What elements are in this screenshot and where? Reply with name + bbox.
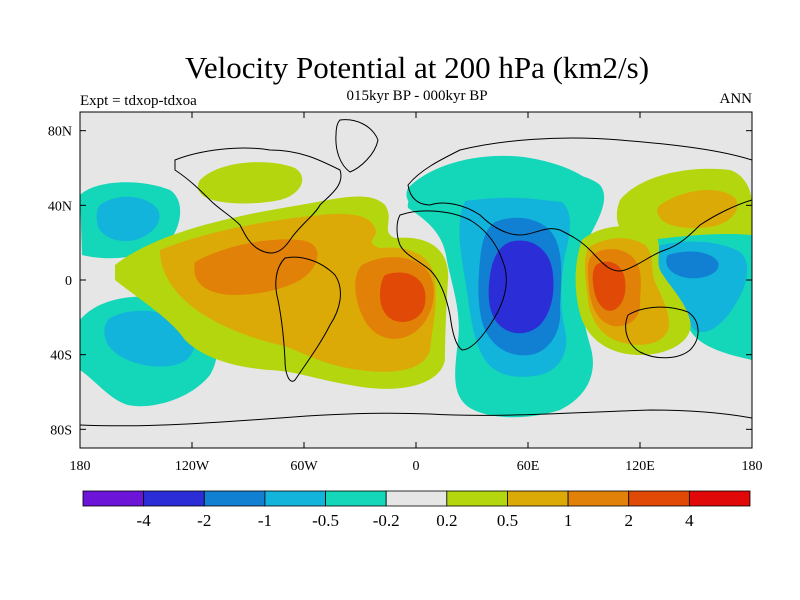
north-pacific-neg-1 xyxy=(96,196,160,241)
west-hemisphere-pos-1 xyxy=(194,239,318,295)
colorbar: -4 -2 -1 -0.5 -0.2 0.2 0.5 1 2 4 xyxy=(82,490,751,530)
antarctica-coast xyxy=(80,409,752,427)
colorbar-box xyxy=(385,490,448,507)
greenland-coast xyxy=(335,119,379,173)
x-tick-label: 120W xyxy=(175,459,210,474)
colorbar-box xyxy=(325,490,387,507)
season-label: ANN xyxy=(719,91,753,107)
indian-ocean-neg-3 xyxy=(488,240,554,334)
south-atlantic-pos-2 xyxy=(380,272,426,322)
x-tick-label: 60W xyxy=(290,459,318,474)
colorbar-box xyxy=(446,490,508,507)
colorbar-label: -0.2 xyxy=(373,511,400,530)
colorbar-box xyxy=(82,490,145,507)
x-tick-label: 120E xyxy=(625,459,655,474)
colorbar-box xyxy=(143,490,205,507)
eurasia-coast xyxy=(407,137,752,272)
west-pacific-neg-2 xyxy=(666,251,719,279)
colorbar-box xyxy=(203,490,266,507)
y-axis: 80N 40N 0 40S 80S xyxy=(48,125,752,438)
colorbar-label: -0.5 xyxy=(312,511,339,530)
colorbar-label: 1 xyxy=(564,511,573,530)
colorbar-box xyxy=(688,490,751,507)
south-america-coast xyxy=(275,256,341,382)
contour-field xyxy=(80,112,752,448)
colorbar-box xyxy=(264,490,326,507)
colorbar-label: 0.2 xyxy=(436,511,457,530)
x-tick-label: 180 xyxy=(742,459,763,474)
colorbar-label: 2 xyxy=(624,511,633,530)
y-tick-label: 0 xyxy=(65,274,72,289)
australia-coast xyxy=(625,306,699,359)
north-africa-neg xyxy=(406,155,600,210)
colorbar-label: -4 xyxy=(137,511,152,530)
colorbar-box xyxy=(507,490,569,507)
coastlines xyxy=(80,119,752,427)
colorbar-box xyxy=(567,490,630,507)
maritime-pos-2 xyxy=(592,261,626,311)
y-tick-label: 80N xyxy=(48,125,72,140)
colorbar-label: -1 xyxy=(258,511,272,530)
colorbar-box xyxy=(628,490,690,507)
map-title: Velocity Potential at 200 hPa (km2/s) xyxy=(184,50,650,85)
colorbar-label: 4 xyxy=(685,511,694,530)
north-america-coast xyxy=(174,147,342,254)
north-america-pos xyxy=(197,162,303,204)
map-subtitle: 015kyr BP - 000kyr BP xyxy=(346,88,488,104)
x-tick-label: 180 xyxy=(70,459,91,474)
y-tick-label: 40S xyxy=(50,349,72,364)
x-tick-label: 60E xyxy=(517,459,540,474)
x-axis: 180 120W 60W 0 60E 120E 180 xyxy=(70,112,763,474)
y-tick-label: 80S xyxy=(50,423,72,438)
east-asia-pos-05 xyxy=(657,189,738,228)
x-tick-label: 0 xyxy=(413,459,420,474)
experiment-label: Expt = tdxop-tdxoa xyxy=(80,93,197,109)
africa-coast xyxy=(396,210,507,351)
colorbar-label: -2 xyxy=(197,511,211,530)
y-tick-label: 40N xyxy=(48,199,72,214)
colorbar-label: 0.5 xyxy=(497,511,518,530)
